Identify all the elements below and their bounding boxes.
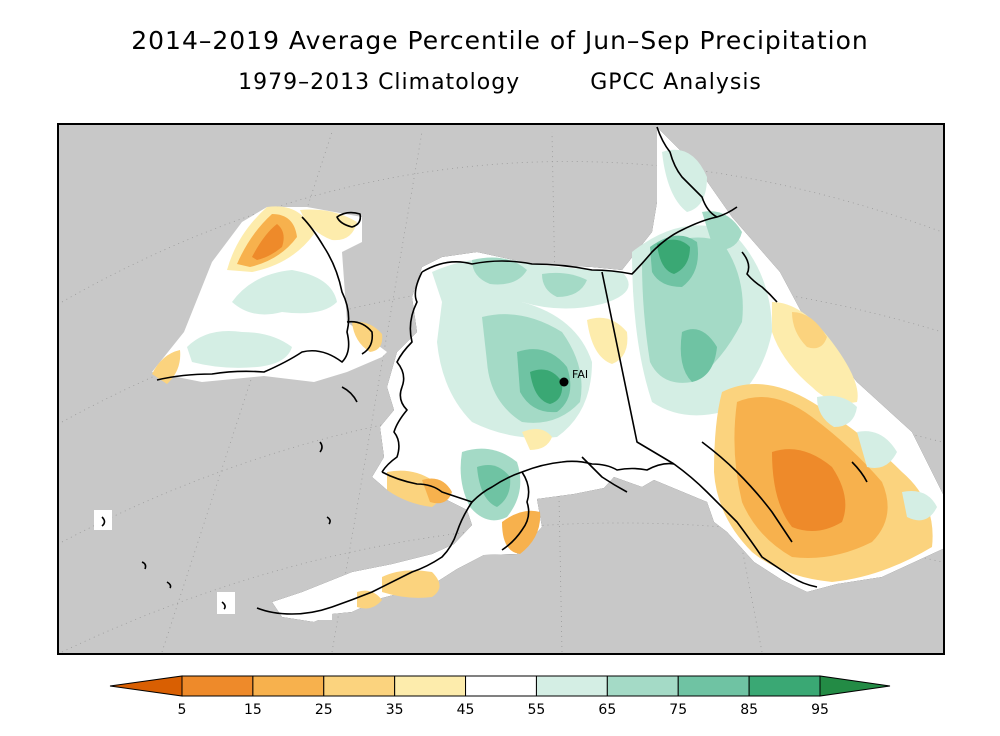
colorbar-segment — [535, 675, 608, 697]
colorbar-segment — [181, 675, 254, 697]
colorbar-tick-label: 85 — [740, 702, 758, 718]
colorbar-tick-label: 55 — [528, 702, 546, 718]
precip-field — [94, 127, 943, 622]
colorbar-segment — [465, 675, 537, 697]
map-title: 2014–2019 Average Percentile of Jun–Sep … — [131, 26, 869, 55]
colorbar-tick-label: 25 — [315, 702, 333, 718]
colorbar-tick-label: 95 — [811, 702, 829, 718]
colorbar-segment — [677, 675, 750, 697]
coastlines — [101, 126, 868, 615]
colorbar-segment — [748, 675, 821, 697]
colorbar-lower-extension — [109, 675, 183, 697]
colorbar-tick-label: 45 — [457, 702, 475, 718]
colorbar-tick-label: 35 — [386, 702, 404, 718]
station-label: FAI — [572, 368, 588, 381]
colorbar-tick-label: 65 — [598, 702, 616, 718]
colorbar-segment — [323, 675, 396, 697]
climatology-label: 1979–2013 Climatology — [238, 70, 521, 95]
colorbar-tick-label: 15 — [244, 702, 262, 718]
map-subtitle: 1979–2013 Climatology GPCC Analysis — [0, 70, 1000, 95]
colorbar-segment — [606, 675, 679, 697]
colorbar-segment — [394, 675, 467, 697]
colorbar-tick-label: 5 — [178, 702, 187, 718]
colorbar-tick-label: 75 — [669, 702, 687, 718]
station-marker-icon — [559, 377, 569, 387]
precipitation-map: FAI — [61, 126, 943, 653]
map-panel: FAI — [57, 123, 945, 655]
fai-station: FAI — [559, 368, 588, 387]
colorbar-upper-extension — [819, 675, 891, 697]
colorbar-segment — [252, 675, 325, 697]
analysis-label: GPCC Analysis — [590, 70, 762, 95]
